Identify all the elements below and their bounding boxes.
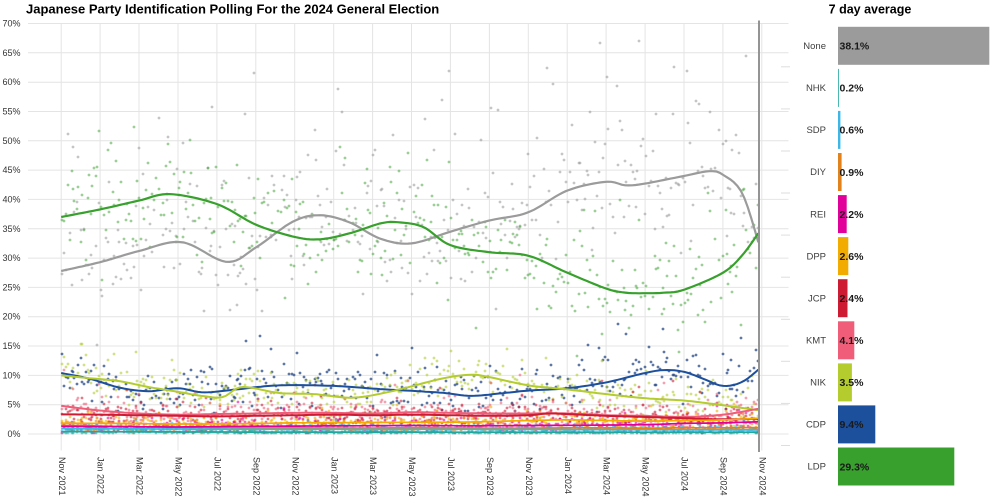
svg-text:Sep 2022: Sep 2022 [251, 457, 261, 496]
svg-text:DIY: DIY [810, 167, 827, 178]
svg-text:Mar 2022: Mar 2022 [135, 457, 145, 495]
svg-text:0.9%: 0.9% [840, 167, 865, 179]
svg-text:Jul 2022: Jul 2022 [213, 457, 223, 491]
svg-text:Nov 2021: Nov 2021 [57, 457, 67, 496]
svg-text:65%: 65% [2, 48, 20, 58]
svg-text:LDP: LDP [808, 462, 826, 473]
svg-text:Sep 2024: Sep 2024 [719, 457, 729, 496]
svg-text:Jan 2022: Jan 2022 [96, 457, 106, 494]
svg-text:20%: 20% [2, 312, 20, 322]
svg-text:Mar 2023: Mar 2023 [368, 457, 378, 495]
svg-text:9.4%: 9.4% [840, 419, 865, 431]
svg-text:REI: REI [810, 209, 826, 220]
svg-text:38.1%: 38.1% [840, 41, 870, 53]
svg-text:7 day average: 7 day average [829, 3, 912, 17]
svg-text:Nov 2022: Nov 2022 [290, 457, 300, 496]
svg-text:0.6%: 0.6% [840, 125, 865, 137]
svg-text:0.2%: 0.2% [840, 83, 865, 95]
svg-text:NIK: NIK [810, 378, 827, 389]
svg-text:SDP: SDP [806, 125, 826, 136]
svg-text:0%: 0% [7, 429, 20, 439]
svg-text:May 2022: May 2022 [174, 457, 184, 497]
svg-text:50%: 50% [2, 136, 20, 146]
svg-text:4.1%: 4.1% [840, 335, 865, 347]
svg-text:May 2024: May 2024 [641, 457, 651, 497]
svg-text:40%: 40% [2, 194, 20, 204]
svg-text:Mar 2024: Mar 2024 [602, 457, 612, 495]
svg-text:35%: 35% [2, 224, 20, 234]
svg-text:NHK: NHK [806, 83, 827, 94]
svg-text:30%: 30% [2, 253, 20, 263]
svg-text:10%: 10% [2, 370, 20, 380]
svg-text:25%: 25% [2, 282, 20, 292]
svg-text:45%: 45% [2, 165, 20, 175]
svg-text:2.4%: 2.4% [840, 293, 865, 305]
svg-text:Jul 2023: Jul 2023 [446, 457, 456, 491]
svg-text:JCP: JCP [808, 293, 826, 304]
svg-text:2.6%: 2.6% [840, 251, 865, 263]
svg-text:None: None [803, 41, 826, 52]
svg-text:55%: 55% [2, 107, 20, 117]
svg-text:Jul 2024: Jul 2024 [680, 457, 690, 491]
svg-text:CDP: CDP [806, 420, 826, 431]
svg-text:2.2%: 2.2% [840, 209, 865, 221]
svg-text:Jan 2023: Jan 2023 [329, 457, 339, 494]
svg-text:Nov 2024: Nov 2024 [757, 457, 767, 496]
svg-text:KMT: KMT [806, 336, 826, 347]
svg-text:70%: 70% [2, 19, 20, 29]
svg-text:Sep 2023: Sep 2023 [485, 457, 495, 496]
svg-text:May 2023: May 2023 [407, 457, 417, 497]
svg-text:60%: 60% [2, 77, 20, 87]
svg-text:3.5%: 3.5% [840, 377, 865, 389]
svg-text:15%: 15% [2, 341, 20, 351]
svg-text:Jan 2024: Jan 2024 [563, 457, 573, 494]
svg-text:Japanese Party Identification: Japanese Party Identification Polling Fo… [26, 2, 439, 17]
svg-text:Nov 2023: Nov 2023 [524, 457, 534, 496]
svg-text:29.3%: 29.3% [840, 461, 870, 473]
svg-text:5%: 5% [7, 400, 20, 410]
svg-text:DPP: DPP [806, 251, 826, 262]
